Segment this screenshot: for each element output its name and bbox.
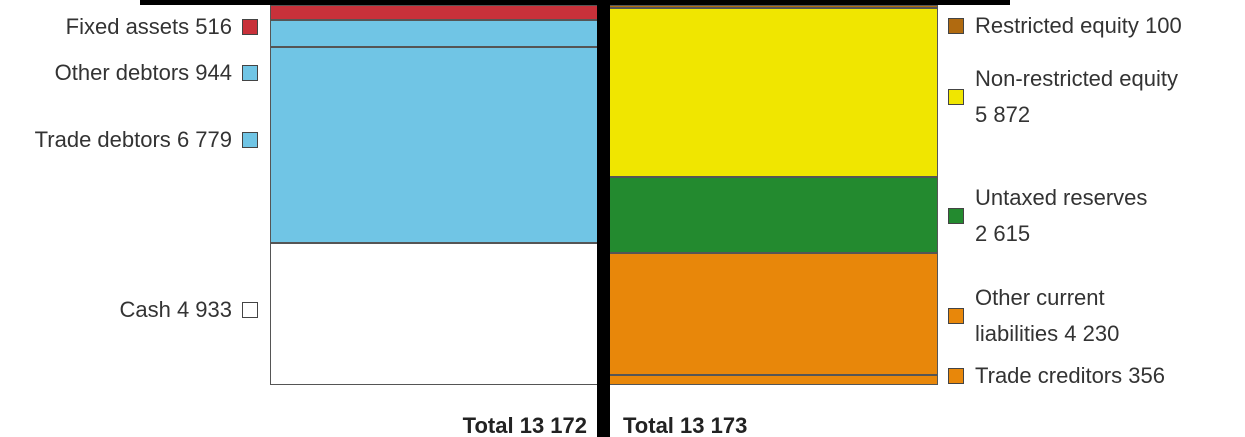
value-label: 944 [195,60,232,85]
segment [270,5,598,20]
legend-label: Other debtors 944 [55,55,232,91]
name: Trade debtors [34,127,171,152]
value-label: 5 872 [975,102,1031,127]
legend-label: Trade creditors 356 [975,358,1245,394]
name: Non-restricted equity [975,66,1178,91]
segment [609,5,938,8]
legend-label: Cash 4 933 [119,292,232,328]
legend-label: Non-restricted equity 5 872 [975,61,1235,133]
top-rule [140,0,1010,5]
total-value: 13 173 [680,413,748,437]
name: Other current liabilities [975,285,1105,346]
legend-swatch [948,368,964,384]
total-label: Total [462,413,514,437]
value-label: 2 615 [975,221,1031,246]
value-label: 4 230 [1064,321,1120,346]
total-value: 13 172 [519,413,587,437]
legend-swatch [948,208,964,224]
legend-label: Untaxed reserves 2 615 [975,180,1175,252]
legend-swatch [948,308,964,324]
segment [609,252,938,375]
segment [609,374,938,385]
legend-swatch [948,18,964,34]
legend-swatch [242,302,258,318]
name: Trade creditors [975,363,1123,388]
legend-label: Fixed assets 516 [66,9,232,45]
divider [597,0,610,437]
name: Fixed assets [65,14,190,39]
legend-label: Trade debtors 6 779 [35,122,232,158]
segment [270,242,598,385]
segment [609,7,938,178]
total: Total 13 173 [623,410,747,437]
value-label: 6 779 [176,127,232,152]
total-label: Total [623,413,674,437]
legend-label: Other current liabilities 4 230 [975,280,1175,352]
total: Total 13 172 [463,410,587,437]
value-label: 516 [195,14,232,39]
name: Cash [119,297,171,322]
segment [270,19,598,48]
segment [609,177,938,253]
name: Other debtors [54,60,190,85]
legend-swatch [242,19,258,35]
legend-swatch [242,65,258,81]
value-label: 100 [1144,13,1182,38]
name: Restricted equity [975,13,1139,38]
legend-swatch [242,132,258,148]
value-label: 4 933 [176,297,232,322]
value-label: 356 [1128,363,1165,388]
legend-label: Restricted equity 100 [975,8,1245,44]
segment [270,47,598,243]
name: Untaxed reserves [975,185,1148,210]
legend-swatch [948,89,964,105]
